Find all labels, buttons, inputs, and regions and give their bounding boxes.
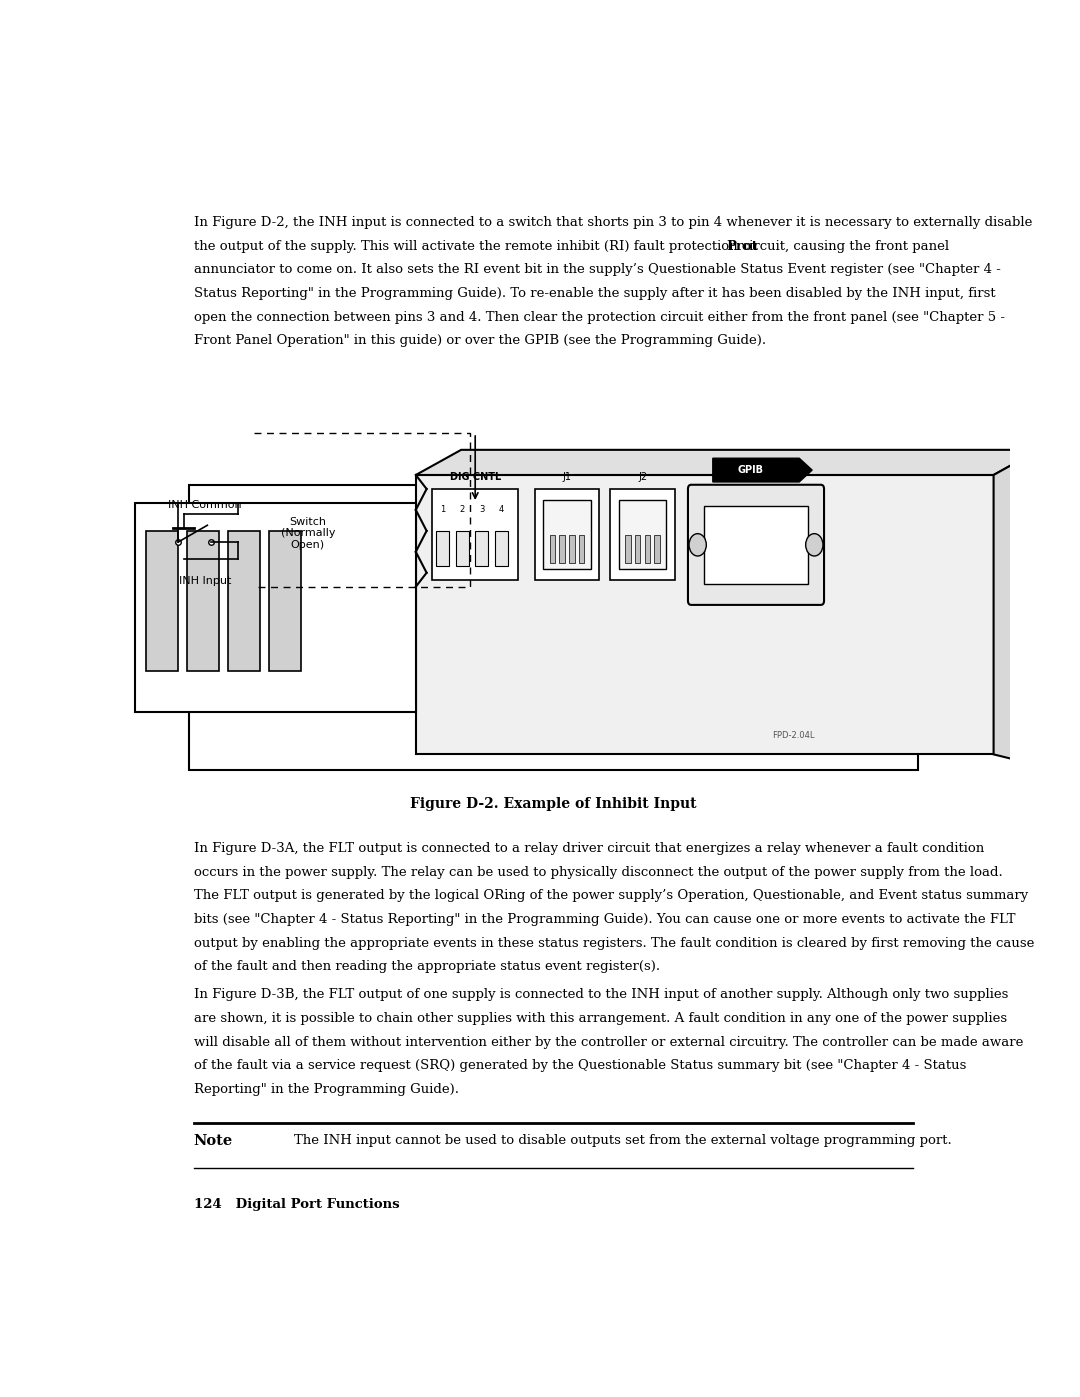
Text: 3: 3 — [480, 506, 484, 514]
Bar — [704, 506, 808, 584]
Text: Status Reporting" in the Programming Guide). To re-enable the supply after it ha: Status Reporting" in the Programming Gui… — [193, 286, 995, 300]
Text: of the fault and then reading the appropriate status event register(s).: of the fault and then reading the approp… — [193, 960, 660, 974]
Text: FPD-2.04L: FPD-2.04L — [772, 732, 814, 740]
Text: J1: J1 — [563, 472, 571, 482]
Polygon shape — [994, 450, 1039, 766]
Polygon shape — [416, 475, 994, 754]
Bar — [456, 531, 469, 566]
FancyBboxPatch shape — [189, 485, 918, 770]
Bar — [535, 489, 599, 580]
Bar — [569, 535, 575, 563]
Bar — [495, 531, 508, 566]
Text: will disable all of them without intervention either by the controller or extern: will disable all of them without interve… — [193, 1035, 1023, 1049]
Bar — [619, 500, 666, 569]
Text: GPIB: GPIB — [738, 465, 764, 475]
Text: 2: 2 — [460, 506, 464, 514]
Text: bits (see "Chapter 4 - Status Reporting" in the Programming Guide). You can caus: bits (see "Chapter 4 - Status Reporting"… — [193, 914, 1015, 926]
Bar — [625, 535, 631, 563]
Text: open the connection between pins 3 and 4. Then clear the protection circuit eith: open the connection between pins 3 and 4… — [193, 310, 1004, 324]
Text: of the fault via a service request (SRQ) generated by the Questionable Status su: of the fault via a service request (SRQ)… — [193, 1059, 966, 1073]
Bar — [187, 531, 219, 671]
Text: occurs in the power supply. The relay can be used to physically disconnect the o: occurs in the power supply. The relay ca… — [193, 866, 1002, 879]
Bar — [645, 535, 650, 563]
Text: 4: 4 — [499, 506, 503, 514]
Text: annunciator to come on. It also sets the RI event bit in the supply’s Questionab: annunciator to come on. It also sets the… — [193, 264, 1000, 277]
Bar — [475, 531, 488, 566]
Text: 124   Digital Port Functions: 124 Digital Port Functions — [193, 1199, 400, 1211]
Bar — [550, 535, 555, 563]
Text: Switch
(Normally
Open): Switch (Normally Open) — [281, 517, 335, 550]
Text: In Figure D-3A, the FLT output is connected to a relay driver circuit that energ: In Figure D-3A, the FLT output is connec… — [193, 842, 984, 855]
Text: output by enabling the appropriate events in these status registers. The fault c: output by enabling the appropriate event… — [193, 937, 1034, 950]
Text: Front Panel Operation" in this guide) or over the GPIB (see the Programming Guid: Front Panel Operation" in this guide) or… — [193, 334, 766, 348]
Bar — [436, 531, 449, 566]
Text: INH Input: INH Input — [179, 576, 231, 585]
Bar — [654, 535, 660, 563]
Text: J2: J2 — [638, 472, 647, 482]
Bar — [579, 535, 584, 563]
Bar — [228, 531, 260, 671]
Circle shape — [689, 534, 706, 556]
Bar — [269, 531, 301, 671]
Text: The FLT output is generated by the logical ORing of the power supply’s Operation: The FLT output is generated by the logic… — [193, 890, 1028, 902]
Bar — [635, 535, 640, 563]
Text: The INH input cannot be used to disable outputs set from the external voltage pr: The INH input cannot be used to disable … — [294, 1133, 951, 1147]
Bar — [559, 535, 565, 563]
Text: INH Common: INH Common — [168, 500, 242, 510]
Polygon shape — [713, 458, 812, 482]
Text: Prot: Prot — [727, 240, 758, 253]
Text: DIG CNTL: DIG CNTL — [449, 472, 501, 482]
Bar — [610, 489, 675, 580]
Text: are shown, it is possible to chain other supplies with this arrangement. A fault: are shown, it is possible to chain other… — [193, 1011, 1007, 1025]
Circle shape — [806, 534, 823, 556]
Text: the output of the supply. This will activate the remote inhibit (RI) fault prote: the output of the supply. This will acti… — [193, 240, 953, 253]
Text: 1: 1 — [441, 506, 445, 514]
Text: In Figure D-3B, the FLT output of one supply is connected to the INH input of an: In Figure D-3B, the FLT output of one su… — [193, 989, 1008, 1002]
Bar — [146, 531, 178, 671]
FancyBboxPatch shape — [688, 485, 824, 605]
Polygon shape — [416, 450, 1039, 475]
Text: In Figure D-2, the INH input is connected to a switch that shorts pin 3 to pin 4: In Figure D-2, the INH input is connecte… — [193, 217, 1032, 229]
Text: Figure D-2. Example of Inhibit Input: Figure D-2. Example of Inhibit Input — [410, 796, 697, 810]
Bar — [432, 489, 518, 580]
Text: Note: Note — [193, 1133, 233, 1147]
Polygon shape — [135, 503, 416, 712]
Text: Reporting" in the Programming Guide).: Reporting" in the Programming Guide). — [193, 1083, 459, 1097]
Bar — [543, 500, 591, 569]
